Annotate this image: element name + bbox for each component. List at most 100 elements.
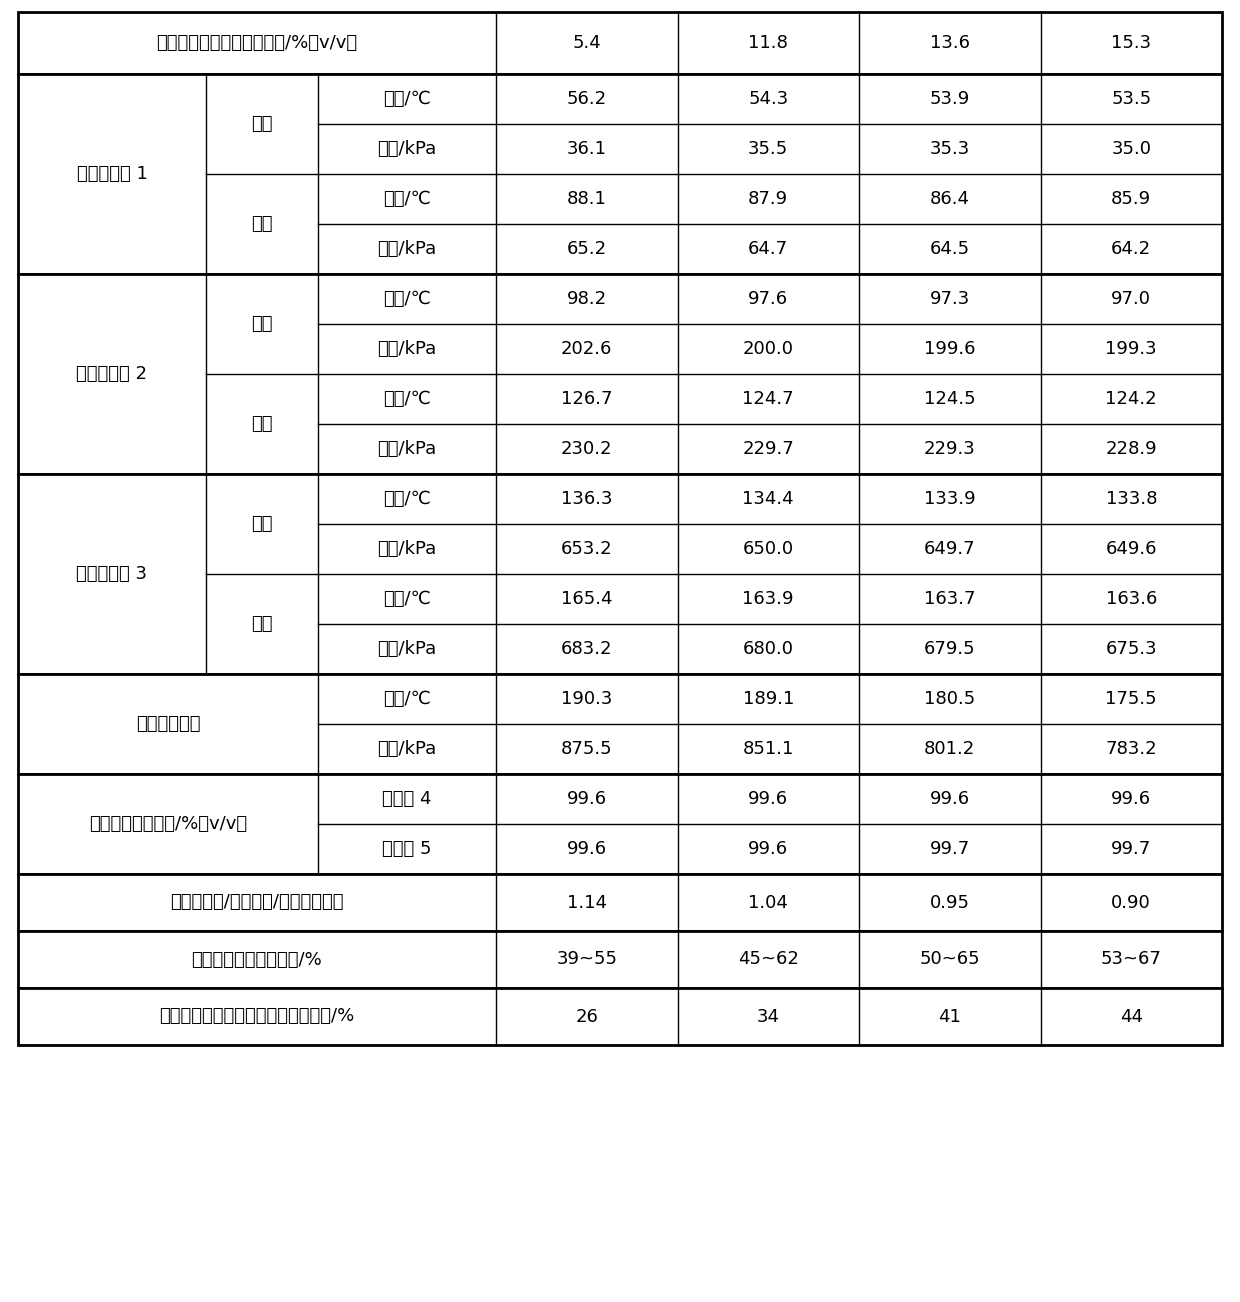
Text: 35.0: 35.0 bbox=[1111, 141, 1151, 158]
Text: 温度/℃: 温度/℃ bbox=[383, 391, 432, 408]
Text: 189.1: 189.1 bbox=[743, 690, 794, 708]
Text: 650.0: 650.0 bbox=[743, 540, 794, 559]
Text: 15.3: 15.3 bbox=[1111, 34, 1151, 52]
Text: 44: 44 bbox=[1120, 1008, 1143, 1026]
Bar bbox=[19, 773, 1221, 874]
Text: 温度/℃: 温度/℃ bbox=[383, 190, 432, 208]
Text: 98.2: 98.2 bbox=[567, 290, 606, 309]
Text: 温度/℃: 温度/℃ bbox=[383, 90, 432, 108]
Text: 35.3: 35.3 bbox=[930, 141, 970, 158]
Text: 53~67: 53~67 bbox=[1101, 950, 1162, 969]
Text: 膜组件 5: 膜组件 5 bbox=[382, 840, 432, 858]
Text: 136.3: 136.3 bbox=[560, 490, 613, 508]
Text: 压力/kPa: 压力/kPa bbox=[377, 540, 436, 559]
Text: 649.7: 649.7 bbox=[924, 540, 976, 559]
Text: 99.7: 99.7 bbox=[1111, 840, 1152, 858]
Text: 53.5: 53.5 bbox=[1111, 90, 1152, 108]
Text: 229.3: 229.3 bbox=[924, 440, 976, 458]
Text: 11.8: 11.8 bbox=[748, 34, 789, 52]
Text: 总耗蒸汽量/（吨蒸汽/吨燃料乙醇）: 总耗蒸汽量/（吨蒸汽/吨燃料乙醇） bbox=[170, 893, 343, 911]
Text: 783.2: 783.2 bbox=[1105, 740, 1157, 758]
Text: 99.6: 99.6 bbox=[567, 790, 606, 809]
Text: 199.3: 199.3 bbox=[1105, 340, 1157, 358]
Text: 35.5: 35.5 bbox=[748, 141, 789, 158]
Text: 塔顶: 塔顶 bbox=[252, 516, 273, 533]
Text: 229.7: 229.7 bbox=[743, 440, 794, 458]
Text: 53.9: 53.9 bbox=[930, 90, 970, 108]
Text: 675.3: 675.3 bbox=[1105, 641, 1157, 658]
Bar bbox=[19, 674, 1221, 773]
Text: 97.6: 97.6 bbox=[748, 290, 789, 309]
Text: 13.6: 13.6 bbox=[930, 34, 970, 52]
Text: 温度/℃: 温度/℃ bbox=[383, 690, 432, 708]
Text: 1.04: 1.04 bbox=[748, 893, 789, 911]
Text: 649.6: 649.6 bbox=[1106, 540, 1157, 559]
Text: 126.7: 126.7 bbox=[560, 391, 613, 408]
Text: 97.3: 97.3 bbox=[930, 290, 970, 309]
Text: 外界加热蒸汽: 外界加热蒸汽 bbox=[135, 715, 200, 733]
Text: 653.2: 653.2 bbox=[560, 540, 613, 559]
Text: 压力/kPa: 压力/kPa bbox=[377, 641, 436, 658]
Text: 温度/℃: 温度/℃ bbox=[383, 290, 432, 309]
Text: 200.0: 200.0 bbox=[743, 340, 794, 358]
Text: 124.2: 124.2 bbox=[1105, 391, 1157, 408]
Bar bbox=[19, 931, 1221, 988]
Text: 温度/℃: 温度/℃ bbox=[383, 590, 432, 608]
Text: 99.6: 99.6 bbox=[1111, 790, 1151, 809]
Text: 99.6: 99.6 bbox=[567, 840, 606, 858]
Text: 34: 34 bbox=[756, 1008, 780, 1026]
Text: 99.6: 99.6 bbox=[930, 790, 970, 809]
Text: 39~55: 39~55 bbox=[557, 950, 618, 969]
Text: 41: 41 bbox=[939, 1008, 961, 1026]
Text: 124.5: 124.5 bbox=[924, 391, 976, 408]
Text: 163.6: 163.6 bbox=[1106, 590, 1157, 608]
Text: 温度/℃: 温度/℃ bbox=[383, 490, 432, 508]
Text: 压力/kPa: 压力/kPa bbox=[377, 740, 436, 758]
Text: 165.4: 165.4 bbox=[560, 590, 613, 608]
Bar bbox=[19, 273, 1221, 474]
Text: 36.1: 36.1 bbox=[567, 141, 606, 158]
Text: 加压精馏塔 2: 加压精馏塔 2 bbox=[77, 365, 148, 383]
Bar bbox=[19, 74, 1221, 273]
Text: 64.2: 64.2 bbox=[1111, 240, 1151, 258]
Text: 塔底: 塔底 bbox=[252, 615, 273, 633]
Text: 塔底: 塔底 bbox=[252, 215, 273, 233]
Text: 0.95: 0.95 bbox=[930, 893, 970, 911]
Text: 燃料乙醇体积浓度/%（v/v）: 燃料乙醇体积浓度/%（v/v） bbox=[89, 815, 247, 833]
Text: 绝压/kPa: 绝压/kPa bbox=[377, 240, 436, 258]
Text: 99.6: 99.6 bbox=[748, 840, 789, 858]
Text: 88.1: 88.1 bbox=[567, 190, 606, 208]
Text: 塔顶: 塔顶 bbox=[252, 315, 273, 333]
Text: 压力/kPa: 压力/kPa bbox=[377, 440, 436, 458]
Text: 50~65: 50~65 bbox=[919, 950, 980, 969]
Text: 230.2: 230.2 bbox=[560, 440, 613, 458]
Text: 99.6: 99.6 bbox=[748, 790, 789, 809]
Text: 减压精馏塔 1: 减压精馏塔 1 bbox=[77, 165, 148, 184]
Text: 5.4: 5.4 bbox=[573, 34, 601, 52]
Text: 56.2: 56.2 bbox=[567, 90, 606, 108]
Text: 202.6: 202.6 bbox=[560, 340, 613, 358]
Text: 134.4: 134.4 bbox=[743, 490, 794, 508]
Bar bbox=[19, 988, 1221, 1046]
Text: 64.5: 64.5 bbox=[930, 240, 970, 258]
Text: 679.5: 679.5 bbox=[924, 641, 976, 658]
Text: 133.8: 133.8 bbox=[1106, 490, 1157, 508]
Text: 133.9: 133.9 bbox=[924, 490, 976, 508]
Text: 97.0: 97.0 bbox=[1111, 290, 1151, 309]
Text: 851.1: 851.1 bbox=[743, 740, 794, 758]
Text: 相对组合塔分子筛集成工艺节约蒸汽/%: 相对组合塔分子筛集成工艺节约蒸汽/% bbox=[160, 1008, 355, 1026]
Text: 0.90: 0.90 bbox=[1111, 893, 1151, 911]
Text: 99.7: 99.7 bbox=[930, 840, 970, 858]
Bar bbox=[19, 12, 1221, 74]
Text: 绝压/kPa: 绝压/kPa bbox=[377, 141, 436, 158]
Text: 54.3: 54.3 bbox=[748, 90, 789, 108]
Text: 683.2: 683.2 bbox=[560, 641, 613, 658]
Text: 801.2: 801.2 bbox=[924, 740, 976, 758]
Text: 163.7: 163.7 bbox=[924, 590, 976, 608]
Text: 相对传统工艺节约蒸汽/%: 相对传统工艺节约蒸汽/% bbox=[192, 950, 322, 969]
Text: 875.5: 875.5 bbox=[560, 740, 613, 758]
Text: 压力/kPa: 压力/kPa bbox=[377, 340, 436, 358]
Text: 86.4: 86.4 bbox=[930, 190, 970, 208]
Text: 26: 26 bbox=[575, 1008, 598, 1026]
Text: 65.2: 65.2 bbox=[567, 240, 606, 258]
